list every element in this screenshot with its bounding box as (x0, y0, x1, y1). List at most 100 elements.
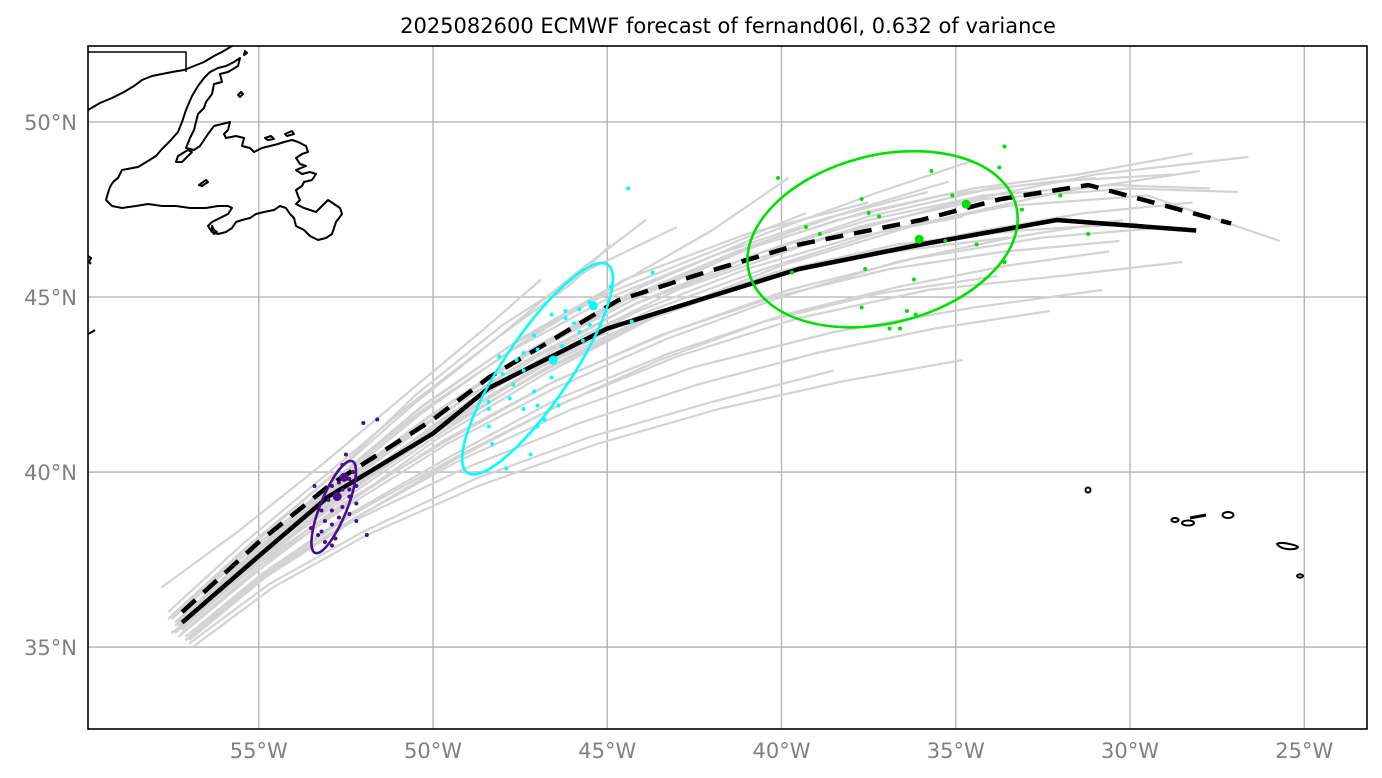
member-position-point (911, 277, 916, 282)
member-position-point (319, 508, 324, 513)
member-position-point (521, 407, 526, 412)
coastline-azores-island (1296, 573, 1304, 579)
member-position-point (486, 407, 491, 412)
member-position-point (486, 424, 491, 429)
member-position-point (347, 512, 352, 517)
x-tick-label: 45°W (578, 739, 636, 763)
member-position-point (312, 484, 317, 489)
member-position-point (350, 470, 355, 475)
coastline-nova-scotia (88, 255, 92, 265)
cluster-mean-point (332, 492, 342, 502)
ensemble-track (188, 309, 1051, 641)
coastline-island (243, 50, 248, 56)
y-axis-ticks: 35°N 40°N 45°N 50°N (24, 111, 77, 660)
member-position-point (535, 403, 540, 408)
coastline-azores-island (1170, 517, 1180, 523)
x-tick-label: 55°W (230, 739, 288, 763)
ensemble-track (170, 219, 647, 617)
y-tick-label: 45°N (24, 286, 77, 310)
member-position-point (347, 487, 352, 492)
chart-title: 2025082600 ECMWF forecast of fernand06l,… (400, 14, 1056, 38)
member-position-point (859, 305, 864, 310)
member-position-point (511, 382, 516, 387)
ensemble-track (177, 169, 1200, 638)
member-position-point (532, 389, 537, 394)
ensemble-track (174, 177, 790, 624)
member-position-point (1058, 193, 1063, 198)
member-position-point (563, 309, 568, 314)
member-position-point (580, 338, 585, 343)
coastline-island (237, 91, 244, 98)
coastline-island (175, 149, 193, 163)
spread-ellipse (746, 149, 1019, 329)
cluster-mean-point (961, 199, 971, 209)
member-position-point (789, 270, 794, 275)
cluster-late (746, 144, 1091, 331)
member-position-point (514, 358, 519, 363)
member-position-point (943, 238, 948, 243)
member-position-point (974, 242, 979, 247)
member-position-point (490, 442, 495, 447)
member-position-point (559, 344, 564, 349)
member-position-point (626, 186, 631, 191)
ensemble-track (177, 187, 1239, 627)
member-position-point (343, 452, 348, 457)
member-position-point (863, 266, 868, 271)
member-position-point (504, 466, 509, 471)
ensemble-track (181, 218, 1124, 634)
member-position-point (1002, 144, 1007, 149)
cluster-mean-point (548, 355, 558, 365)
x-tick-label: 35°W (927, 739, 985, 763)
coastline-island (264, 135, 275, 141)
member-position-point (629, 319, 634, 324)
member-position-point (326, 498, 331, 503)
cluster-mean-point (339, 472, 349, 482)
member-position-point (572, 321, 577, 326)
member-position-point (329, 508, 334, 513)
member-position-point (322, 540, 327, 545)
ensemble-track (177, 173, 1172, 627)
member-position-point (535, 347, 540, 352)
ensemble-track (181, 239, 1120, 631)
member-position-point (556, 403, 561, 408)
spread-ellipse (460, 261, 615, 476)
coastline-island (211, 225, 218, 235)
cluster-early (309, 417, 380, 555)
member-position-point (497, 354, 502, 359)
coastline-azores-island (1084, 486, 1092, 494)
coastline-nova-scotia (88, 329, 96, 335)
coastline-labrador (88, 46, 235, 111)
member-position-point (887, 326, 892, 331)
ensemble-track (184, 288, 1103, 641)
y-tick-label: 40°N (24, 461, 77, 485)
ensemble-track (188, 369, 835, 645)
coastline-newfoundland (105, 57, 343, 241)
member-position-point (336, 515, 341, 520)
member-position-point (354, 519, 359, 524)
plot-frame (87, 45, 1368, 730)
ensemble-track (167, 243, 612, 613)
cluster-mid (460, 186, 655, 476)
spread-clusters (309, 144, 1091, 555)
member-position-point (587, 323, 592, 328)
member-position-point (340, 505, 345, 510)
member-position-point (650, 270, 655, 275)
coastline-azores-island (1276, 541, 1299, 551)
member-position-point (929, 168, 934, 173)
member-position-point (336, 480, 341, 485)
member-position-point (859, 196, 864, 201)
member-position-point (329, 522, 334, 527)
x-tick-label: 40°W (753, 739, 811, 763)
member-position-point (361, 421, 366, 426)
ensemble-track (160, 278, 542, 589)
coastline-island (284, 130, 295, 137)
ensemble-track (177, 152, 1193, 624)
member-position-point (316, 533, 321, 538)
ensemble-track (184, 260, 1183, 638)
coastline-azores-island (1189, 513, 1207, 520)
ensemble-track (184, 250, 1110, 638)
ensemble-tracks (160, 152, 1281, 648)
member-position-point (803, 224, 808, 229)
coastlines (88, 46, 1304, 579)
member-position-point (776, 175, 781, 180)
